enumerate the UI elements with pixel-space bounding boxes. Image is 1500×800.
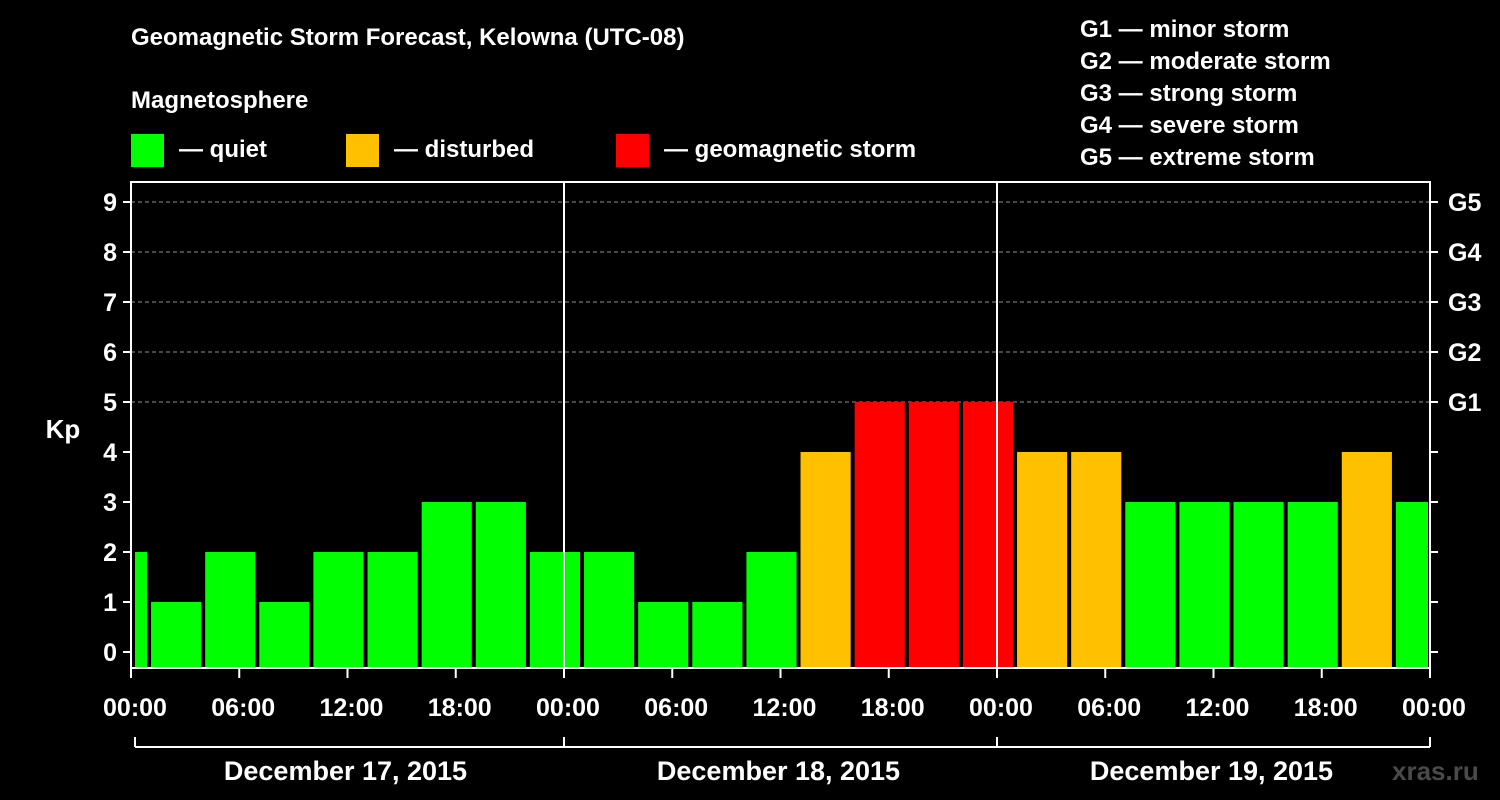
g-level-label: G2	[1448, 339, 1481, 367]
g-scale-item-g3: G3 — strong storm	[1080, 80, 1298, 107]
kp-bar	[1125, 502, 1176, 668]
kp-bar	[800, 452, 851, 668]
legend-swatch-storm	[616, 133, 649, 167]
y-tick-label: 5	[103, 389, 117, 417]
kp-bar	[1071, 452, 1122, 668]
kp-bar	[908, 402, 959, 668]
x-tick-label: 18:00	[428, 694, 492, 722]
x-tick-label: 00:00	[103, 694, 167, 722]
kp-bar	[529, 552, 581, 668]
x-tick-label: 06:00	[1077, 694, 1141, 722]
kp-bar	[135, 552, 148, 668]
kp-bar	[259, 602, 310, 668]
x-tick-label: 00:00	[1402, 694, 1466, 722]
g-scale-legend: G1 — minor storm G2 — moderate storm G3 …	[1080, 14, 1331, 174]
y-tick-label: 2	[103, 539, 117, 567]
date-label: December 17, 2015	[224, 756, 467, 786]
kp-bar	[475, 502, 526, 668]
g-level-label: G5	[1448, 189, 1481, 217]
legend-item-quiet: — quiet	[131, 133, 267, 167]
legend-swatch-disturbed	[346, 133, 379, 167]
g-level-label: G1	[1448, 389, 1481, 417]
kp-bar	[692, 602, 743, 668]
kp-bar	[367, 552, 418, 668]
legend-heading: Magnetosphere	[131, 87, 309, 114]
date-label: December 19, 2015	[1090, 756, 1333, 786]
g-scale-item-g4: G4 — severe storm	[1080, 112, 1299, 139]
g-scale-item-g1: G1 — minor storm	[1080, 16, 1290, 43]
g-level-label: G3	[1448, 289, 1481, 317]
kp-bar	[1287, 502, 1338, 668]
legend-item-disturbed: — disturbed	[346, 133, 534, 167]
kp-bar	[151, 602, 202, 668]
y-tick-label: 3	[103, 489, 117, 517]
kp-bar	[746, 552, 797, 668]
y-tick-label: 6	[103, 339, 117, 367]
kp-bar	[1395, 502, 1428, 668]
kp-bar	[421, 502, 472, 668]
x-tick-label: 06:00	[644, 694, 708, 722]
x-tick-label: 00:00	[969, 694, 1033, 722]
chart-title: Geomagnetic Storm Forecast, Kelowna (UTC…	[131, 24, 685, 51]
legend-label-quiet: — quiet	[179, 136, 267, 163]
legend-label-storm: — geomagnetic storm	[664, 136, 917, 163]
g-level-label: G4	[1448, 239, 1481, 267]
kp-bar	[1179, 502, 1230, 668]
watermark: xras.ru	[1392, 756, 1479, 786]
kp-bar	[638, 602, 689, 668]
y-tick-label: 1	[103, 589, 117, 617]
y-tick-label: 4	[103, 439, 117, 467]
x-tick-label: 06:00	[211, 694, 275, 722]
kp-bar	[854, 402, 905, 668]
y-tick-label: 7	[103, 289, 117, 317]
kp-bar	[313, 552, 364, 668]
x-tick-label: 12:00	[753, 694, 817, 722]
legend-item-storm: — geomagnetic storm	[616, 133, 916, 167]
legend-label-disturbed: — disturbed	[394, 136, 535, 163]
y-tick-label: 9	[103, 189, 117, 217]
x-tick-label: 18:00	[1294, 694, 1358, 722]
y-tick-label: 8	[103, 239, 117, 267]
y-tick-label: 0	[103, 639, 117, 667]
g-scale-item-g2: G2 — moderate storm	[1080, 48, 1331, 75]
kp-bar	[1341, 452, 1392, 668]
x-tick-label: 12:00	[320, 694, 384, 722]
g-scale-item-g5: G5 — extreme storm	[1080, 144, 1315, 171]
date-label: December 18, 2015	[657, 756, 900, 786]
y-axis-label: Kp	[46, 414, 81, 444]
kp-bar	[205, 552, 256, 668]
legend-swatch-quiet	[131, 133, 164, 167]
x-tick-label: 18:00	[861, 694, 925, 722]
kp-bar	[584, 552, 635, 668]
x-tick-label: 12:00	[1186, 694, 1250, 722]
kp-bar	[1017, 452, 1068, 668]
kp-bar	[962, 402, 1014, 668]
kp-bar	[1233, 502, 1284, 668]
x-tick-label: 00:00	[536, 694, 600, 722]
